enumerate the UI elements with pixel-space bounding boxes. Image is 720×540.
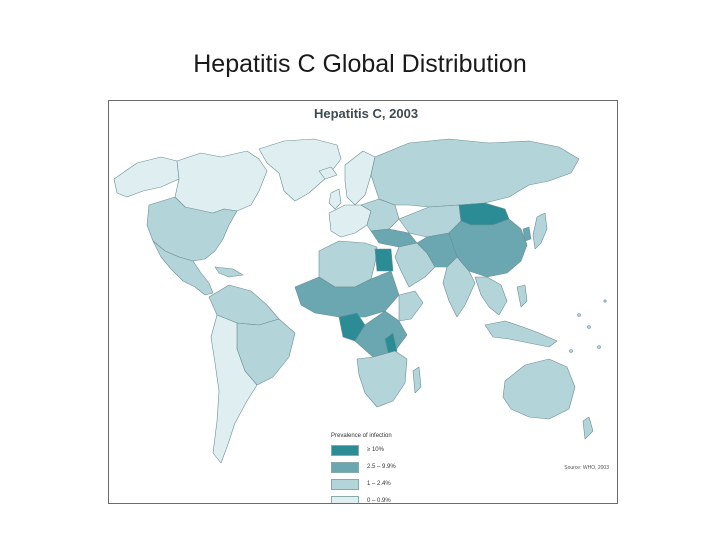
legend-item: 1 – 2.4% bbox=[331, 477, 396, 491]
region-japan bbox=[532, 212, 548, 250]
region-new-zealand bbox=[582, 416, 594, 440]
map-frame: Hepatitis C, 2003 Prevalence of infectio… bbox=[108, 100, 618, 504]
legend-title: Prevalence of infection bbox=[331, 433, 392, 439]
map-title: Hepatitis C, 2003 bbox=[314, 106, 419, 121]
legend-swatch bbox=[331, 444, 359, 456]
legend-label: 0 – 0.9% bbox=[367, 498, 391, 504]
region-korea bbox=[522, 226, 532, 242]
region-canada bbox=[174, 150, 268, 214]
legend-label: 2.5 – 9.9% bbox=[367, 464, 396, 470]
region-madagascar bbox=[412, 366, 422, 394]
island bbox=[603, 299, 607, 303]
legend-item: 2.5 – 9.9% bbox=[331, 460, 396, 474]
region-southern-cone bbox=[210, 314, 258, 464]
legend-item: 0 – 0.9% bbox=[331, 494, 396, 504]
region-egypt bbox=[374, 248, 394, 272]
island bbox=[587, 325, 591, 329]
legend-label: 1 – 2.4% bbox=[367, 481, 391, 487]
island bbox=[577, 313, 581, 317]
region-horn-of-africa bbox=[398, 290, 424, 322]
region-southeast-asia bbox=[474, 276, 508, 316]
region-iceland bbox=[318, 166, 338, 180]
legend-swatch bbox=[331, 495, 359, 503]
region-india bbox=[442, 256, 476, 318]
region-mexico bbox=[152, 240, 214, 296]
region-australia bbox=[502, 358, 576, 420]
region-philippines bbox=[516, 284, 528, 308]
island bbox=[569, 349, 573, 353]
island bbox=[597, 345, 601, 349]
region-uk bbox=[328, 188, 342, 210]
region-russia bbox=[370, 138, 580, 208]
legend-swatch bbox=[331, 461, 359, 473]
region-western-europe bbox=[328, 204, 372, 238]
source-note: Source: WHO, 2003 bbox=[564, 465, 609, 471]
slide-title: Hepatitis C Global Distribution bbox=[193, 50, 527, 78]
legend-swatch bbox=[331, 478, 359, 490]
region-greenland bbox=[258, 138, 342, 202]
region-southern-africa bbox=[356, 350, 408, 408]
world-map bbox=[113, 138, 607, 464]
legend-item: ≥ 10% bbox=[331, 443, 396, 457]
legend-label: ≥ 10% bbox=[367, 447, 384, 453]
map-legend: Prevalence of infection ≥ 10% 2.5 – 9.9%… bbox=[331, 433, 396, 504]
region-alaska bbox=[113, 156, 180, 198]
region-indonesia bbox=[484, 320, 558, 348]
region-caribbean bbox=[214, 266, 244, 278]
region-scandinavia bbox=[344, 150, 376, 206]
